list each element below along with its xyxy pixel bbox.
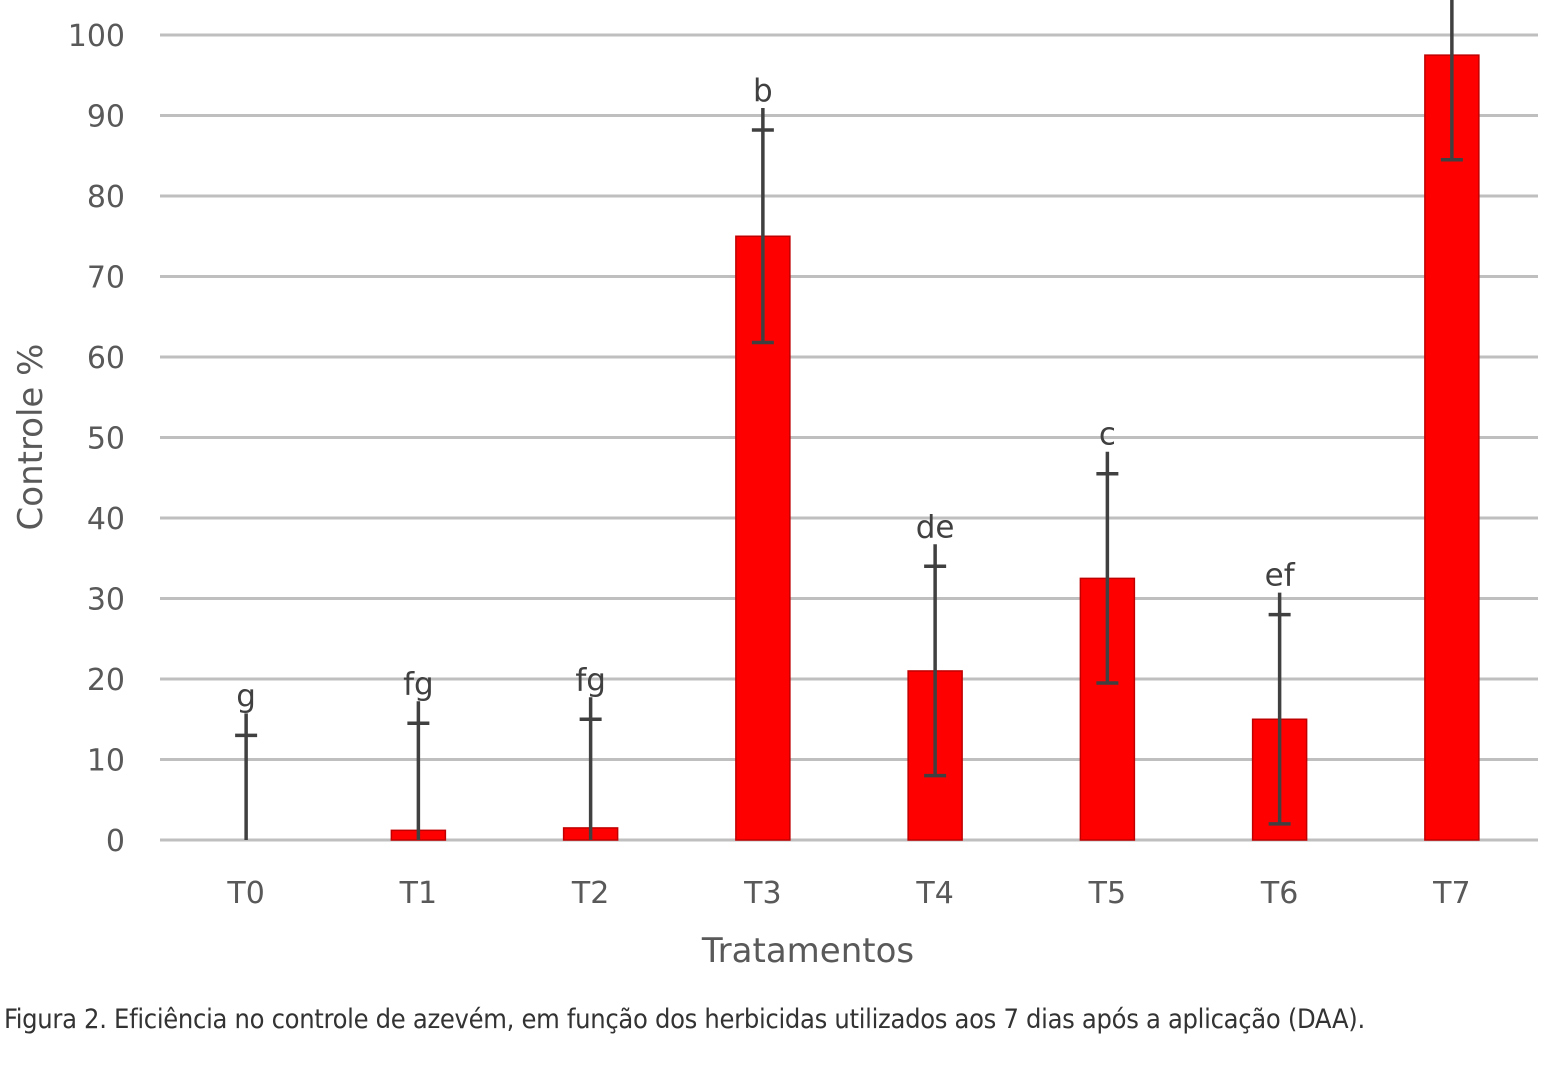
error-bar bbox=[579, 697, 602, 840]
error-bar bbox=[924, 544, 947, 778]
x-tick-label: T4 bbox=[915, 876, 953, 911]
significance-letter: c bbox=[1099, 417, 1116, 453]
x-tick-label: T6 bbox=[1260, 876, 1298, 911]
x-axis-ticks: T0 T1 T2 T3 T4 T5 T6 T7 bbox=[226, 876, 1470, 911]
gridlines bbox=[160, 33, 1538, 842]
x-axis-title: Tratamentos bbox=[701, 931, 914, 971]
error-bar bbox=[1268, 592, 1291, 826]
error-bars bbox=[235, 0, 1463, 840]
y-axis-ticks: 0 10 20 30 40 50 60 70 80 90 100 bbox=[68, 19, 125, 859]
y-tick-label: 10 bbox=[87, 744, 125, 779]
x-tick-label: T0 bbox=[226, 876, 264, 911]
x-tick-label: T2 bbox=[571, 876, 609, 911]
x-tick-label: T3 bbox=[743, 876, 781, 911]
y-tick-label: 0 bbox=[106, 824, 125, 859]
bar bbox=[1424, 54, 1480, 841]
error-bar bbox=[1096, 451, 1119, 685]
error-bar bbox=[1440, 0, 1463, 162]
figure-caption: Figura 2. Eficiência no controle de azev… bbox=[4, 1004, 1365, 1035]
error-bar bbox=[407, 701, 430, 840]
significance-letter: ef bbox=[1265, 558, 1296, 594]
y-tick-label: 80 bbox=[87, 180, 125, 215]
y-axis-title: Controle % bbox=[11, 344, 51, 531]
significance-letter: fg bbox=[403, 666, 434, 702]
x-tick-label: T7 bbox=[1432, 876, 1470, 911]
y-tick-label: 100 bbox=[68, 19, 125, 54]
y-tick-label: 20 bbox=[87, 663, 125, 698]
x-tick-label: T1 bbox=[399, 876, 437, 911]
x-tick-label: T5 bbox=[1088, 876, 1126, 911]
y-tick-label: 60 bbox=[87, 341, 125, 376]
significance-letter: g bbox=[236, 678, 256, 714]
error-bar bbox=[751, 107, 774, 345]
error-bar bbox=[235, 713, 258, 840]
significance-letter: de bbox=[916, 509, 955, 545]
y-tick-label: 90 bbox=[87, 100, 125, 135]
significance-letter: fg bbox=[575, 662, 606, 698]
significance-letters: gfgfgbdecefa bbox=[236, 73, 1296, 714]
significance-letter: b bbox=[753, 73, 773, 109]
y-tick-label: 40 bbox=[87, 502, 125, 537]
y-tick-label: 30 bbox=[87, 583, 125, 618]
y-tick-label: 70 bbox=[87, 261, 125, 296]
y-tick-label: 50 bbox=[87, 422, 125, 457]
